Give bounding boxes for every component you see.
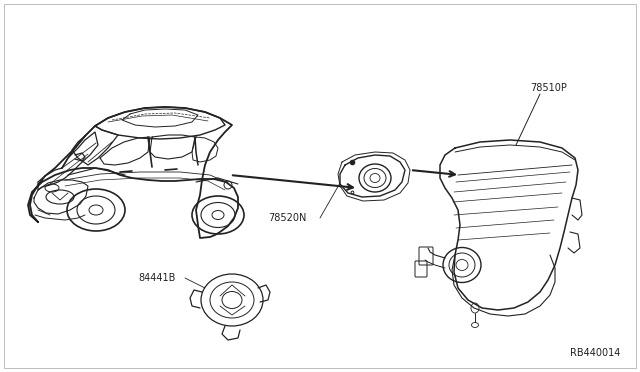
Text: 78520N: 78520N: [268, 213, 307, 223]
Text: 78510P: 78510P: [530, 83, 567, 93]
Text: 84441B: 84441B: [138, 273, 175, 283]
Text: RB440014: RB440014: [570, 348, 620, 358]
